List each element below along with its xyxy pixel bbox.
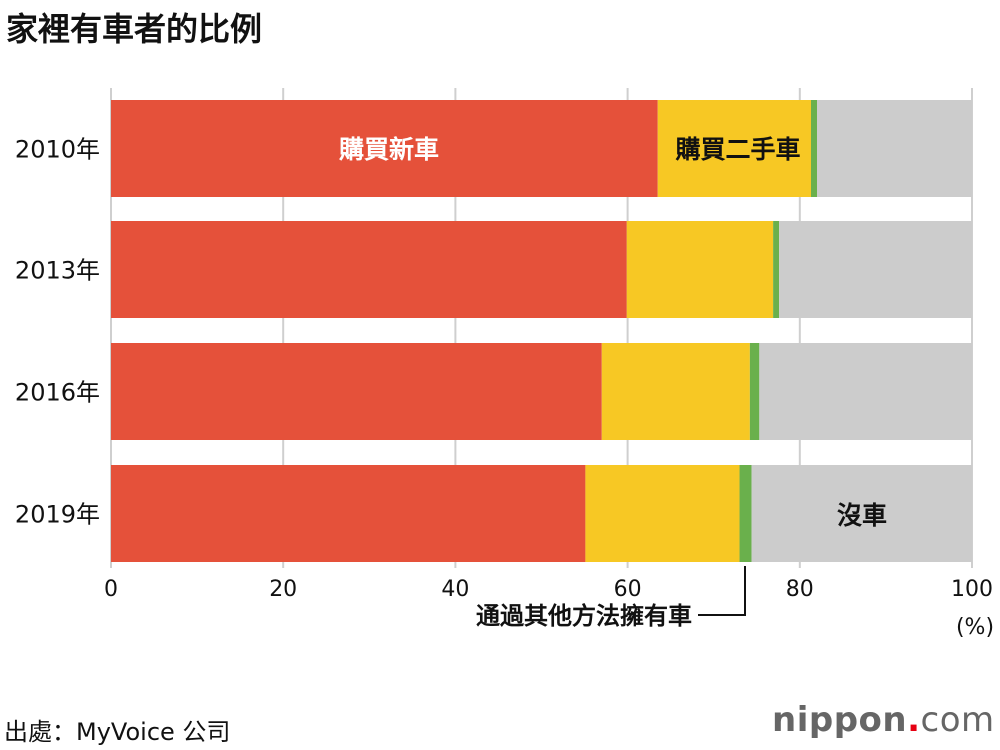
bar-segment	[111, 343, 602, 440]
bar-segment	[779, 221, 972, 318]
x-tick-label: 40	[441, 577, 469, 602]
x-tick-label: 100	[951, 577, 993, 602]
bar-segment	[585, 465, 740, 562]
category-label: 2016年	[15, 379, 100, 407]
source-note: 出處：MyVoice 公司	[4, 718, 231, 746]
x-tick-label: 20	[269, 577, 297, 602]
chart-title: 家裡有車者的比例	[6, 10, 263, 48]
callout-line	[698, 566, 746, 616]
bar-segment	[773, 221, 780, 318]
bar-segment	[601, 343, 750, 440]
category-label: 2019年	[15, 501, 100, 529]
bar-segment	[751, 465, 972, 562]
bar-segment	[817, 100, 972, 197]
bar-segment	[111, 221, 627, 318]
bar-segment	[111, 465, 586, 562]
x-tick-label: 80	[786, 577, 814, 602]
bar-segment	[759, 343, 972, 440]
x-tick-label: 60	[614, 577, 642, 602]
bar-segment	[739, 465, 752, 562]
series-label-other: 通過其他方法擁有車	[476, 602, 692, 630]
series-label-new-car: 購買新車	[339, 135, 439, 164]
bar-segment	[810, 100, 818, 197]
bar-segment	[111, 100, 658, 197]
series-label-no-car: 沒車	[837, 501, 887, 530]
x-unit-label: (%)	[956, 615, 994, 640]
category-label: 2010年	[15, 136, 100, 164]
series-label-used-car: 購買二手車	[675, 135, 800, 164]
nippon-logo: nippon.com	[772, 700, 995, 740]
bar-segment	[749, 343, 760, 440]
bar-segment	[626, 221, 774, 318]
x-tick-label: 0	[104, 577, 118, 602]
bar-segment	[657, 100, 811, 197]
category-label: 2013年	[15, 257, 100, 285]
